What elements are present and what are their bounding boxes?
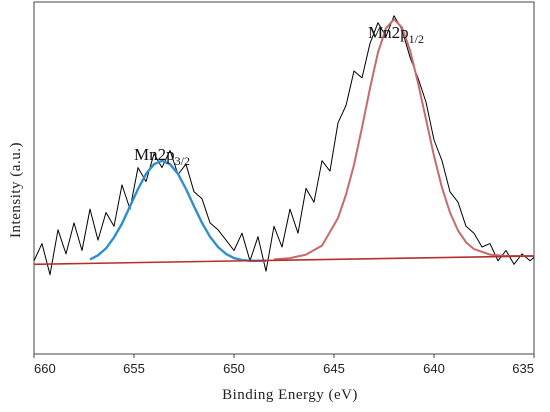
x-tick-label: 645: [323, 361, 345, 376]
peak-label: Mn2p3/2: [134, 145, 190, 168]
x-tick-label: 650: [223, 361, 245, 376]
x-axis-label: Binding Energy (eV): [222, 387, 358, 403]
plot-area-frame: [33, 1, 535, 355]
x-axis-ticks: 660 655 650 645 640 635: [33, 354, 535, 376]
series-layer: [33, 15, 535, 276]
series-line-fit-mn2p1-2: [273, 18, 534, 261]
series-line-baseline: [33, 255, 535, 266]
series-line-fit-mn2p3-2: [89, 159, 266, 262]
x-tick-label: 640: [423, 361, 445, 376]
series-line-raw: [33, 15, 535, 276]
x-tick-label: 635: [512, 361, 534, 376]
x-tick-label: 655: [123, 361, 145, 376]
y-axis-label: Intensity (a.u.): [8, 142, 24, 238]
x-tick-label: 660: [34, 361, 56, 376]
peak-annotations: Mn2p3/2 Mn2p1/2: [134, 23, 424, 168]
peak-label: Mn2p1/2: [368, 23, 424, 46]
